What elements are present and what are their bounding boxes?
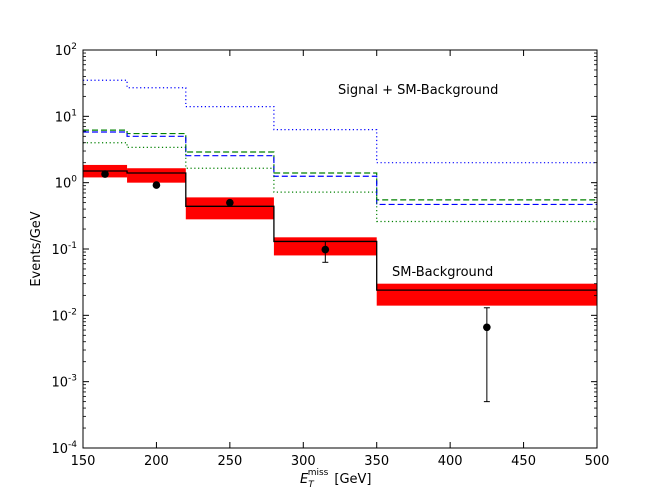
y-tick-exponent: -3: [68, 374, 77, 384]
x-axis-label-main: E: [300, 472, 309, 487]
y-tick-exponent: 0: [71, 175, 77, 185]
band-bin-4: [376, 283, 597, 306]
x-axis-label: ETmiss [GeV]: [300, 468, 371, 490]
data-point-0: [101, 170, 109, 178]
y-tick-base: 10: [55, 177, 72, 192]
annotation-signal: Signal + SM-Background: [338, 83, 498, 98]
band-bin-1: [127, 168, 186, 183]
x-tick-label-5: 400: [438, 454, 463, 469]
x-tick-label-3: 300: [291, 454, 316, 469]
x-tick-label-1: 200: [144, 454, 169, 469]
data-point-3: [321, 245, 330, 254]
axis-ticks: 150 200 250 300 350 400 450 50010-410-310-210-1…: [51, 42, 609, 469]
data-point-1: [152, 181, 161, 189]
annotation-background: SM-Background: [392, 265, 493, 280]
band-bin-2: [185, 197, 274, 220]
y-tick-exponent: 2: [71, 42, 77, 52]
signal-dotted-green: [83, 142, 597, 223]
x-axis-label-unit: [GeV]: [334, 472, 371, 487]
y-tick-base: 10: [51, 442, 68, 457]
y-tick-label-6: 102: [55, 42, 77, 59]
y-tick-label-4: 100: [55, 175, 78, 192]
x-tick-label-0: 150: [71, 454, 96, 469]
x-tick-label-4: 350: [364, 454, 389, 469]
y-tick-exponent: -4: [68, 440, 77, 450]
x-axis-label-sub: T: [308, 480, 315, 490]
data-point-2: [226, 198, 234, 207]
data-points: [101, 170, 491, 403]
y-tick-base: 10: [55, 44, 72, 59]
signal-curves: [83, 79, 597, 223]
x-tick-label-2: 250: [217, 454, 242, 469]
x-tick-label-7: 500: [585, 454, 610, 469]
x-axis-label-sup: miss: [308, 468, 329, 478]
y-tick-exponent: -1: [68, 241, 77, 251]
y-tick-label-3: 10-1: [51, 241, 77, 258]
y-tick-base: 10: [51, 243, 68, 258]
y-tick-label-1: 10-3: [51, 374, 77, 391]
y-tick-label-0: 10-4: [51, 440, 77, 457]
data-point-4: [483, 323, 491, 332]
y-tick-base: 10: [51, 309, 68, 324]
signal-dashed-blue: [83, 131, 597, 206]
y-axis-label: Events/GeV: [29, 211, 44, 286]
y-tick-exponent: -2: [68, 307, 77, 317]
signal-dashed-green: [83, 129, 597, 201]
x-tick-label-6: 450: [511, 454, 536, 469]
y-tick-label-2: 10-2: [51, 307, 77, 324]
y-tick-label-5: 101: [55, 108, 77, 125]
y-tick-base: 10: [55, 110, 72, 125]
y-tick-exponent: 1: [71, 108, 77, 118]
y-tick-base: 10: [51, 376, 68, 391]
